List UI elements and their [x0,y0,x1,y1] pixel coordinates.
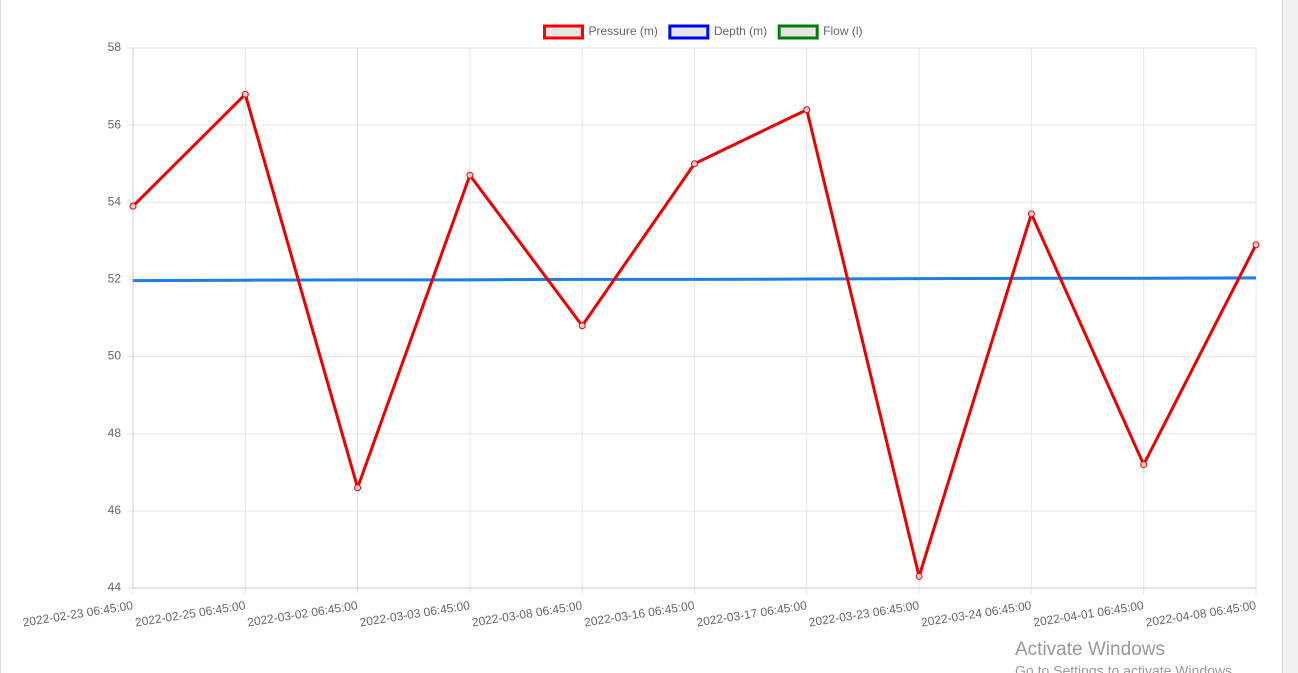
y-tick-label: 50 [108,349,122,363]
watermark-title: Activate Windows [1015,639,1165,660]
x-tick-label: 2022-03-08 06:45:00 [471,598,584,629]
x-tick-label: 2022-03-24 06:45:00 [920,598,1033,629]
series-point [241,90,249,98]
legend-swatch [668,24,710,40]
series-point [466,171,474,179]
x-tick-label: 2022-03-16 06:45:00 [583,598,696,629]
y-tick-label: 48 [108,426,122,440]
legend-label: Depth (m) [714,24,767,38]
legend-swatch [777,24,819,40]
series-point [578,322,586,330]
series-point [803,106,811,114]
series-point [1027,210,1035,218]
x-tick-label: 2022-03-03 06:45:00 [359,598,472,629]
legend-label: Pressure (m) [588,24,657,38]
x-tick-label: 2022-02-23 06:45:00 [22,598,135,629]
x-tick-label: 2022-04-08 06:45:00 [1145,598,1258,629]
series-point [1252,241,1260,249]
x-tick-label: 2022-02-25 06:45:00 [134,598,247,629]
y-tick-label: 56 [108,117,122,131]
y-tick-label: 58 [108,40,122,54]
legend-swatch [542,24,584,40]
x-tick-label: 2022-03-02 06:45:00 [246,598,359,629]
series-point [129,202,137,210]
x-tick-label: 2022-03-17 06:45:00 [696,598,809,629]
scrollbar [1283,0,1298,673]
series-point [691,160,698,168]
y-tick-label: 54 [108,194,122,208]
series-point [1140,461,1148,469]
y-tick-label: 46 [108,503,122,517]
y-tick-label: 44 [108,580,122,594]
series-point [354,484,362,492]
legend-label: Flow (l) [823,24,862,38]
x-tick-label: 2022-04-01 06:45:00 [1032,598,1145,629]
series-point [915,572,923,580]
watermark-subtitle: Go to Settings to activate Windows. [1015,663,1236,673]
series-line [132,276,1257,283]
x-tick-label: 2022-03-23 06:45:00 [808,598,921,629]
legend: Pressure (m) Depth (m) Flow (l) [542,24,863,40]
y-tick-label: 52 [108,272,122,286]
